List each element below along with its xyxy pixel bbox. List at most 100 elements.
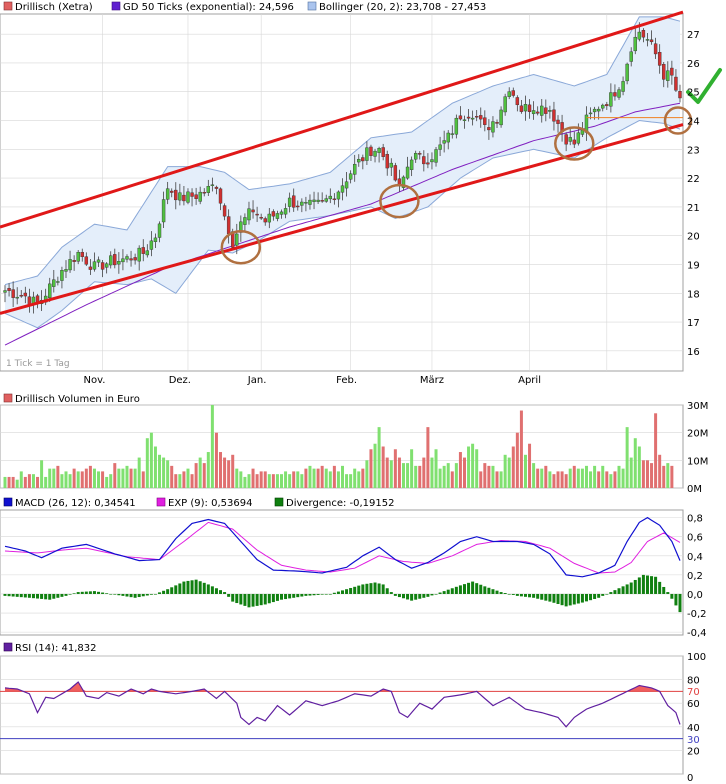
candle-body: [186, 191, 190, 203]
divergence-bar: [414, 593, 418, 600]
rsi-legend: RSI (14): 41,832: [3, 642, 97, 654]
volume-bar: [11, 476, 15, 488]
candle-body: [271, 211, 276, 217]
divergence-bar: [373, 582, 377, 594]
divergence-bar: [308, 593, 312, 596]
candle-body: [137, 247, 141, 262]
volume-bar: [296, 471, 300, 488]
divergence-bar: [568, 593, 572, 606]
volume-bar: [552, 474, 556, 488]
divergence-bar: [633, 579, 637, 594]
volume-bar: [475, 449, 479, 488]
divergence-bar: [467, 582, 471, 594]
divergence-bar: [214, 588, 218, 594]
volume-bar: [450, 471, 454, 488]
volume-bar: [540, 468, 544, 488]
volume-bar: [336, 471, 340, 488]
volume-bar: [479, 471, 483, 488]
divergence-bar: [280, 593, 284, 600]
divergence-bar: [227, 593, 231, 597]
rsi-y-tick: 0: [687, 773, 693, 784]
volume-bar: [670, 465, 674, 488]
candle-body: [113, 254, 117, 266]
tick-note: 1 Tick = 1 Tag: [6, 359, 70, 369]
candle-body: [657, 52, 662, 66]
divergence-bar: [593, 593, 597, 599]
volume-bar: [137, 457, 141, 488]
divergence-bar: [109, 593, 113, 595]
candle-body: [279, 211, 284, 215]
volume-bar: [597, 471, 601, 488]
divergence-bar: [401, 593, 405, 599]
divergence-bar: [345, 589, 349, 594]
candle-body: [76, 251, 80, 262]
volume-bar: [621, 468, 625, 488]
candle-body: [336, 191, 341, 200]
bollinger-upper-line: [4, 16, 681, 286]
candle-body: [617, 89, 621, 98]
divergence-bar: [19, 593, 23, 598]
divergence-bar: [243, 593, 247, 606]
candle-body: [56, 281, 60, 283]
volume-bar: [84, 468, 88, 488]
divergence-bar: [491, 589, 495, 594]
divergence-bar: [194, 579, 198, 594]
volume-bar: [471, 443, 475, 488]
candle-body: [393, 165, 398, 181]
volume-bar: [426, 427, 430, 488]
candle-body: [369, 146, 373, 156]
candle-body: [153, 237, 158, 242]
divergence-bar: [190, 580, 194, 594]
touch-point-circle: [220, 229, 262, 265]
divergence-bar: [548, 593, 552, 602]
divergence-bar: [137, 593, 141, 598]
volume-bar: [267, 474, 271, 488]
volume-bar: [385, 457, 389, 488]
divergence-bar: [544, 593, 548, 601]
candle-body: [649, 39, 654, 43]
volume-bar: [345, 474, 349, 488]
volume-bar: [341, 465, 344, 488]
divergence-bar: [499, 592, 503, 594]
candle-body: [283, 208, 288, 215]
volume-bar: [373, 443, 377, 488]
divergence-bar: [48, 593, 52, 600]
legend-swatch-purple: [111, 1, 121, 11]
candle-body: [210, 184, 215, 186]
volume-y-tick: 30M: [687, 401, 708, 412]
volume-bar: [76, 471, 80, 488]
divergence-bar: [312, 593, 316, 596]
divergence-bar: [300, 593, 304, 597]
divergence-bar: [609, 592, 613, 594]
volume-bar: [467, 446, 471, 488]
candle-body: [104, 263, 109, 268]
price-y-tick: 27: [687, 30, 700, 41]
candle-body: [377, 148, 381, 153]
volume-bar: [536, 468, 540, 488]
divergence-bar: [44, 593, 48, 600]
volume-bar: [88, 465, 92, 488]
divergence-bar: [174, 585, 178, 594]
volume-bar: [584, 465, 588, 488]
divergence-bar: [239, 593, 243, 605]
candle-body: [495, 122, 499, 124]
legend-label: GD 50 Ticks (exponential): 24,596: [123, 2, 294, 13]
divergence-bar: [23, 593, 27, 598]
candle-body: [625, 63, 629, 82]
divergence-bar: [662, 586, 666, 594]
price-y-tick: 24: [687, 117, 700, 128]
price-x-tick: Jan.: [247, 375, 267, 386]
divergence-bar: [182, 581, 186, 594]
divergence-bar: [320, 593, 324, 595]
divergence-bar: [621, 586, 625, 594]
divergence-bar: [381, 584, 385, 594]
volume-bar: [377, 427, 381, 488]
divergence-bar: [263, 593, 267, 605]
divergence-bar: [341, 590, 344, 594]
divergence-bar: [650, 576, 654, 594]
price-y-tick: 18: [687, 289, 700, 300]
candle-body: [645, 39, 650, 41]
bollinger-band-fill: [5, 16, 680, 328]
candle-body: [491, 121, 495, 133]
candle-body: [340, 185, 345, 193]
